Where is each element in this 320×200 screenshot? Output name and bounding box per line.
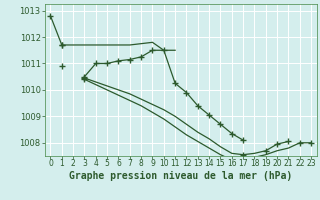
X-axis label: Graphe pression niveau de la mer (hPa): Graphe pression niveau de la mer (hPa) (69, 171, 292, 181)
